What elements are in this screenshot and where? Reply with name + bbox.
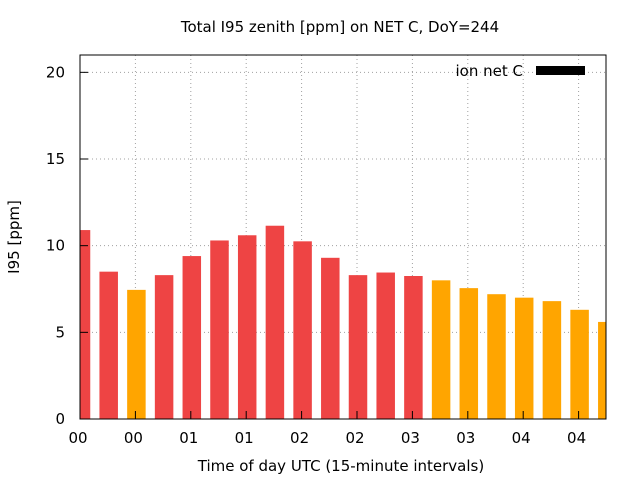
grid: [80, 55, 606, 419]
x-tick-label: 03: [401, 429, 420, 447]
x-axis-label: Time of day UTC (15-minute intervals): [197, 457, 484, 475]
bar: [127, 289, 146, 419]
bar: [293, 241, 312, 419]
y-tick-label: 10: [46, 237, 65, 255]
bar: [80, 230, 91, 419]
bar: [570, 309, 589, 419]
x-tick-label: 02: [345, 429, 364, 447]
y-tick-label: 0: [55, 410, 65, 428]
bar: [459, 288, 479, 419]
x-axis: 00 00 01 01 02 02 03 03 04 04: [68, 411, 586, 447]
x-tick-label: 00: [124, 429, 143, 447]
bar: [348, 275, 368, 419]
bar: [237, 235, 257, 419]
x-tick-label: 04: [512, 429, 531, 447]
bar: [376, 272, 395, 419]
bar: [542, 301, 562, 419]
y-axis-label: I95 [ppm]: [5, 200, 23, 274]
bar: [182, 256, 202, 419]
legend: ion net C: [456, 62, 585, 80]
bar: [99, 271, 118, 419]
y-axis: 0 5 10 15 20: [46, 63, 88, 428]
bar: [265, 225, 285, 419]
y-tick-label: 5: [55, 323, 65, 341]
bar: [431, 280, 451, 419]
x-tick-label: 01: [235, 429, 254, 447]
x-tick-label: 00: [68, 429, 87, 447]
x-tick-label: 01: [179, 429, 198, 447]
bar: [487, 294, 506, 419]
plot-frame: [79, 54, 607, 420]
x-tick-label: 04: [567, 429, 586, 447]
bar: [321, 257, 340, 419]
y-tick-label: 20: [46, 63, 65, 81]
bar: [514, 297, 534, 419]
bar: [598, 321, 606, 419]
x-tick-label: 03: [456, 429, 475, 447]
legend-swatch: [536, 66, 585, 75]
x-tick-label: 02: [290, 429, 309, 447]
bar: [154, 275, 174, 419]
bar: [404, 276, 423, 419]
bar: [210, 240, 229, 419]
chart-title: Total I95 zenith [ppm] on NET C, DoY=244: [180, 18, 499, 36]
bars: [80, 225, 606, 419]
legend-label: ion net C: [456, 62, 523, 80]
y-tick-label: 15: [46, 150, 65, 168]
